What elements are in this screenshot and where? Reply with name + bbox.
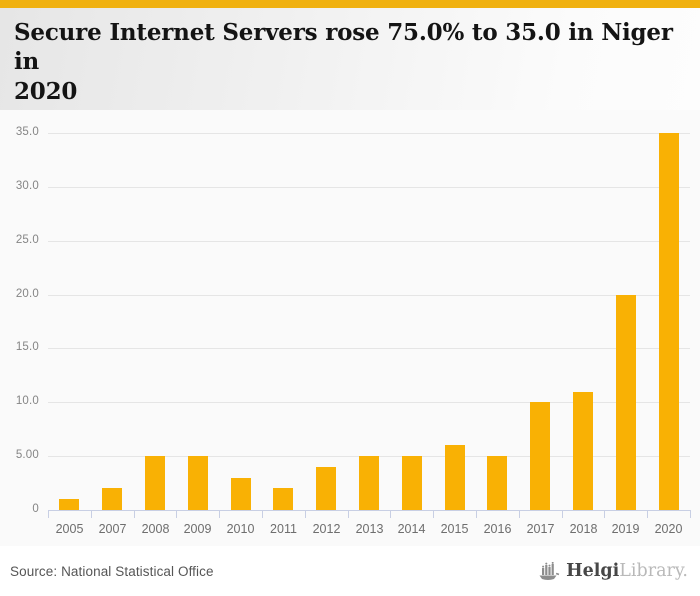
x-axis-tick (219, 510, 220, 518)
gridline (48, 402, 690, 403)
logo-wordmark: HelgiLibrary. (566, 561, 688, 581)
x-axis-tick (476, 510, 477, 518)
bar-2016 (487, 456, 507, 510)
x-axis-tick-label: 2005 (55, 522, 84, 536)
y-axis-tick-label: 15.0 (15, 341, 39, 353)
helgi-library-logo: HelgiLibrary. (539, 561, 690, 581)
x-axis-tick-label: 2013 (355, 522, 384, 536)
y-axis-tick-label: 0 (32, 503, 39, 515)
x-axis-tick (390, 510, 391, 518)
gridline (48, 241, 690, 242)
x-axis-tick (562, 510, 563, 518)
x-axis-tick (690, 510, 691, 518)
bar-2011 (273, 488, 293, 510)
x-axis-tick-label: 2020 (654, 522, 683, 536)
x-axis-line (48, 510, 690, 511)
x-axis-tick (48, 510, 49, 518)
x-axis-tick-label: 2011 (270, 522, 297, 536)
x-axis-tick (305, 510, 306, 518)
x-axis-tick (433, 510, 434, 518)
x-axis-tick-label: 2009 (183, 522, 212, 536)
chart-plot-area: 0 5.00 10.0 15.0 20.0 25.0 30.0 35.0 2005 2007 200… (0, 110, 700, 546)
gridline (48, 187, 690, 188)
bar-2008 (145, 456, 165, 510)
x-axis-tick (348, 510, 349, 518)
y-axis-tick-label: 5.00 (15, 449, 39, 461)
bar-2020 (659, 133, 679, 510)
x-axis-tick-label: 2007 (98, 522, 127, 536)
chart-title: Secure Internet Servers rose 75.0% to 35… (14, 19, 673, 105)
y-axis-tick-label: 35.0 (15, 126, 39, 138)
bar-2012 (316, 467, 336, 510)
logo-text-helgi: Helgi (566, 561, 620, 581)
x-axis-tick (134, 510, 135, 518)
x-axis-tick (647, 510, 648, 518)
logo-text-library: Library. (619, 561, 688, 581)
y-axis-tick-label: 25.0 (15, 234, 39, 246)
bar-2015 (445, 445, 465, 510)
x-axis-tick-label: 2008 (141, 522, 170, 536)
chart-footer: Source: National Statistical Office (0, 546, 700, 596)
accent-topbar (0, 0, 700, 8)
x-axis-tick-label: 2018 (569, 522, 598, 536)
x-axis-tick (519, 510, 520, 518)
x-axis-tick-label: 2012 (312, 522, 341, 536)
gridline (48, 348, 690, 349)
bar-2007 (102, 488, 122, 510)
y-axis-tick-label: 10.0 (15, 395, 39, 407)
y-axis-tick-label: 20.0 (15, 288, 39, 300)
x-axis-tick-label: 2015 (440, 522, 469, 536)
bar-chart-ship-icon (539, 561, 561, 581)
x-axis-tick-label: 2016 (483, 522, 512, 536)
x-axis-tick-label: 2014 (397, 522, 426, 536)
source-text: Source: National Statistical Office (10, 563, 214, 579)
x-axis-tick (604, 510, 605, 518)
x-axis-tick-label: 2019 (611, 522, 640, 536)
gridline (48, 133, 690, 134)
bar-2013 (359, 456, 379, 510)
y-axis-tick-label: 30.0 (15, 180, 39, 192)
gridline (48, 295, 690, 296)
bar-2009 (188, 456, 208, 510)
x-axis-tick-label: 2010 (226, 522, 255, 536)
bar-2010 (231, 478, 251, 510)
chart-header: Secure Internet Servers rose 75.0% to 35… (0, 8, 700, 129)
x-axis-tick-label: 2017 (526, 522, 555, 536)
bar-2017 (530, 402, 550, 510)
x-axis-tick (91, 510, 92, 518)
bar-2019 (616, 295, 636, 510)
x-axis-tick (176, 510, 177, 518)
bar-2018 (573, 392, 593, 510)
x-axis-tick (262, 510, 263, 518)
bar-2014 (402, 456, 422, 510)
bar-2005 (59, 499, 79, 510)
